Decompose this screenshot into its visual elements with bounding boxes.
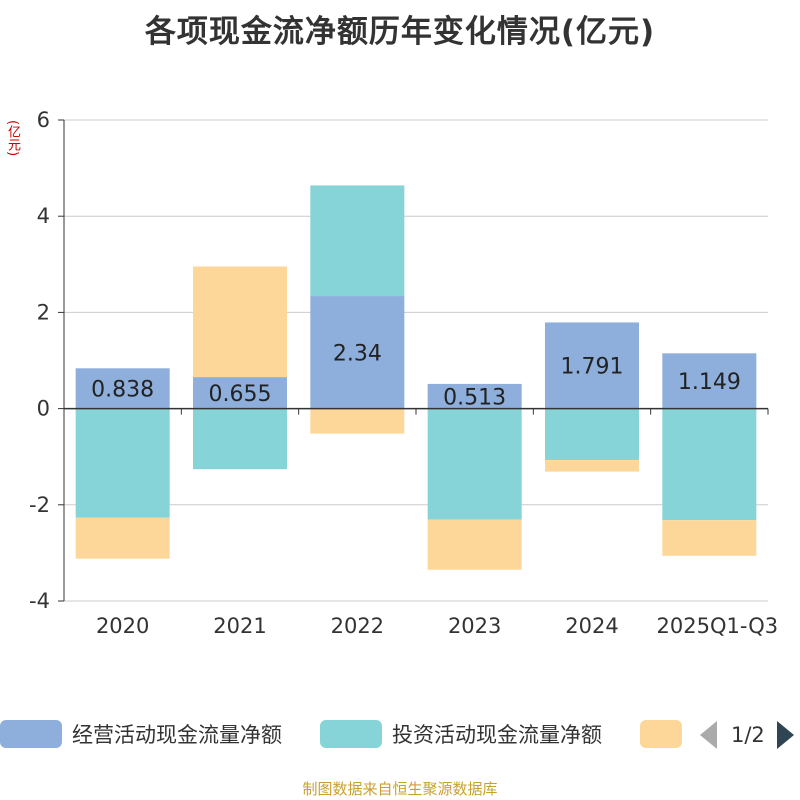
y-tick-label: -2	[29, 493, 50, 517]
data-label: 1.149	[678, 370, 741, 395]
legend-label-investing: 投资活动现金流量净额	[392, 723, 602, 747]
y-tick-label: 2	[37, 300, 50, 324]
data-label: 2.34	[333, 341, 382, 366]
legend-swatch-operating	[0, 720, 62, 748]
bar-financing-2022	[310, 408, 405, 434]
legend-item-investing[interactable]: 投资活动现金流量净额	[320, 716, 602, 752]
y-tick-label: 0	[37, 397, 50, 421]
x-tick-label: 2023	[448, 614, 501, 638]
y-tick-label: 4	[37, 204, 50, 228]
bar-operating-2022	[310, 296, 405, 409]
x-tick-label: 2020	[96, 614, 149, 638]
legend-swatch-investing	[320, 720, 382, 748]
data-label: 0.513	[443, 385, 506, 410]
bar-financing-2020	[75, 517, 170, 559]
data-label: 1.791	[561, 355, 624, 380]
source-note: 制图数据来自恒生聚源数据库	[302, 780, 498, 798]
legend-item-operating[interactable]: 经营活动现金流量净额	[0, 716, 282, 752]
legend-label-operating: 经营活动现金流量净额	[72, 723, 282, 747]
x-tick-label: 2021	[213, 614, 266, 638]
bar-investing-2024	[545, 408, 639, 461]
y-axis-unit-label: (亿元)	[5, 120, 20, 157]
x-tick-label: 2022	[331, 614, 384, 638]
data-label: 0.655	[209, 382, 272, 407]
chart-title: 各项现金流净额历年变化情况(亿元)	[144, 14, 656, 50]
bar-financing-2025Q1-Q3	[662, 520, 757, 556]
bar-financing-2024	[545, 460, 639, 472]
bar-investing-2023	[427, 408, 522, 520]
data-label: 0.838	[91, 377, 154, 402]
bar-operating-2023	[427, 383, 522, 409]
legend-pager: 1/2	[700, 720, 794, 750]
bar-financing-2023	[427, 519, 522, 570]
legend: 经营活动现金流量净额 投资活动现金流量净额 1/2	[0, 716, 800, 756]
y-tick-label: 6	[37, 108, 50, 132]
bar-operating-2020	[75, 368, 170, 409]
pager-text: 1/2	[731, 723, 765, 747]
bar-operating-2024	[545, 322, 639, 409]
bar-financing-2021	[193, 266, 287, 378]
bar-investing-2025Q1-Q3	[662, 408, 757, 521]
bar-operating-2025Q1-Q3	[662, 353, 757, 409]
bar-operating-2021	[193, 377, 287, 409]
bar-investing-2021	[193, 408, 287, 470]
legend-swatch-financing	[640, 720, 682, 748]
pager-prev-icon[interactable]	[700, 721, 717, 749]
bar-investing-2022	[310, 185, 405, 297]
x-tick-label: 2024	[565, 614, 618, 638]
bar-investing-2020	[75, 408, 170, 518]
cash-flow-chart: -4 -2 0 2 4 6 0.838 0.655 2.34 0.513 1.791 1.149 202…	[29, 108, 779, 638]
pager-next-icon[interactable]	[776, 721, 794, 749]
legend-item-financing[interactable]	[640, 716, 692, 752]
x-tick-label: 2025Q1-Q3	[657, 614, 779, 638]
y-tick-label: -4	[29, 589, 50, 613]
